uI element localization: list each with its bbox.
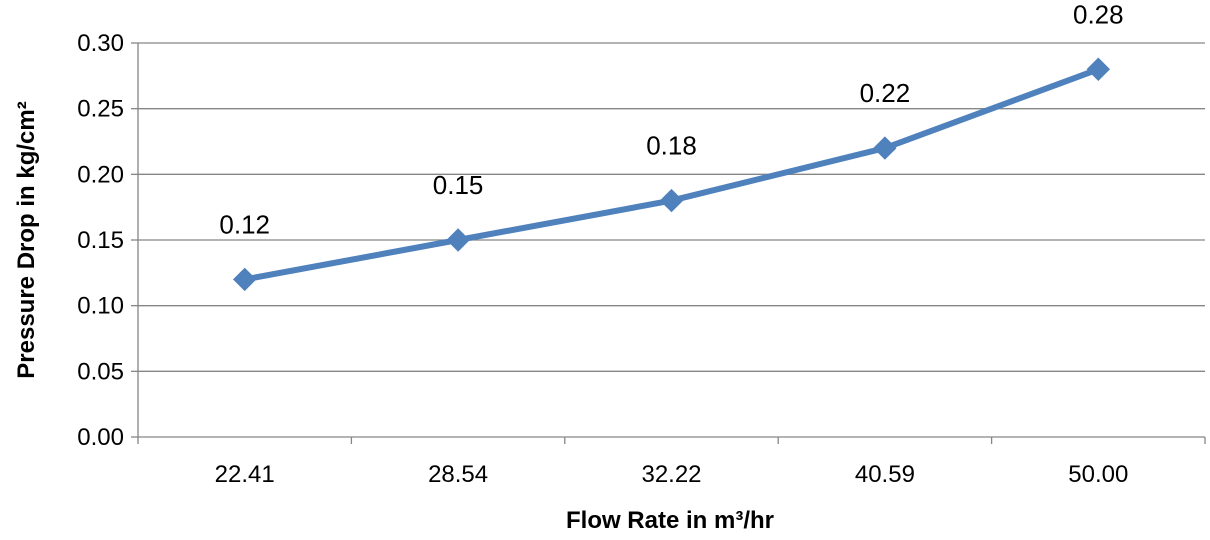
x-tick-label: 50.00 — [1068, 461, 1128, 488]
data-point — [1087, 58, 1109, 80]
axes — [131, 43, 1205, 444]
y-tick-labels: 0.00 0.05 0.10 0.15 0.20 0.25 0.30 — [77, 30, 124, 451]
data-label: 0.22 — [860, 78, 911, 108]
data-point — [661, 190, 683, 212]
y-axis-title: Pressure Drop in kg/cm² — [13, 101, 40, 378]
x-tick-label: 32.22 — [641, 461, 701, 488]
data-point — [874, 137, 896, 159]
data-point — [234, 268, 256, 290]
y-tick-label: 0.00 — [77, 424, 124, 451]
data-label: 0.12 — [219, 209, 270, 239]
y-tick-label: 0.10 — [77, 293, 124, 320]
y-tick-label: 0.15 — [77, 227, 124, 254]
y-tick-label: 0.05 — [77, 358, 124, 385]
data-label: 0.18 — [646, 131, 697, 161]
y-tick-label: 0.20 — [77, 161, 124, 188]
data-label: 0.28 — [1073, 0, 1124, 29]
x-tick-label: 28.54 — [428, 461, 488, 488]
x-tick-label: 22.41 — [215, 461, 275, 488]
x-tick-labels: 22.41 28.54 32.22 40.59 50.00 — [215, 461, 1129, 488]
y-tick-label: 0.25 — [77, 96, 124, 123]
data-point — [447, 229, 469, 251]
x-axis-title: Flow Rate in m³/hr — [566, 507, 774, 534]
data-label: 0.15 — [433, 170, 484, 200]
x-tick-label: 40.59 — [855, 461, 915, 488]
y-tick-label: 0.30 — [77, 30, 124, 57]
